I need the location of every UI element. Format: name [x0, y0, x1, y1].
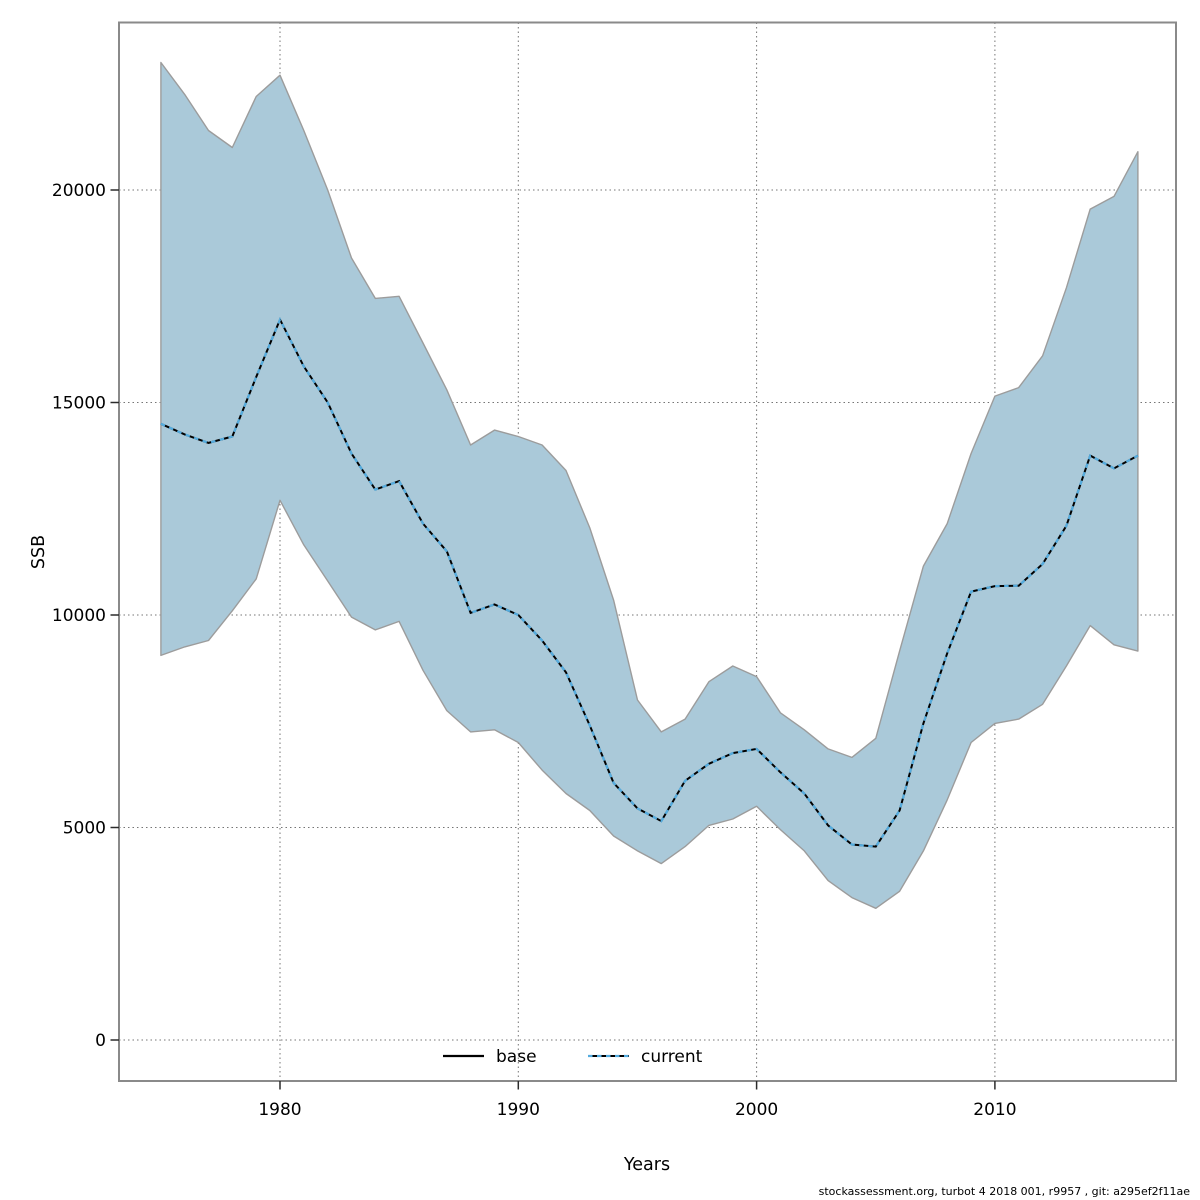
y-axis-title: SSB: [29, 535, 49, 569]
x-tick-label: 1990: [497, 1100, 540, 1120]
legend-base-label: base: [496, 1047, 537, 1067]
y-tick-label: 0: [95, 1031, 106, 1051]
y-tick-label: 5000: [63, 819, 106, 839]
chart-series: [160, 61, 1139, 909]
chart-legend: base current: [443, 1047, 703, 1067]
current-line: [160, 316, 1139, 848]
x-axis-title: Years: [623, 1155, 670, 1175]
x-tick-label: 2000: [735, 1100, 778, 1120]
y-tick-label: 10000: [52, 606, 106, 626]
y-tick-label: 20000: [52, 181, 106, 201]
y-tick-label: 15000: [52, 394, 106, 414]
confidence-band: [160, 61, 1139, 909]
x-tick-label: 1980: [258, 1100, 301, 1120]
plot-border-box: [118, 21, 1177, 1082]
axis-ticks: 1980 1990 2000 2010 0 5000 10000 15000 20000: [52, 181, 1017, 1120]
x-tick-label: 2010: [973, 1100, 1016, 1120]
legend-current-label: current: [641, 1047, 703, 1067]
footer-attribution: stockassessment.org, turbot 4 2018 001, …: [819, 1185, 1191, 1198]
